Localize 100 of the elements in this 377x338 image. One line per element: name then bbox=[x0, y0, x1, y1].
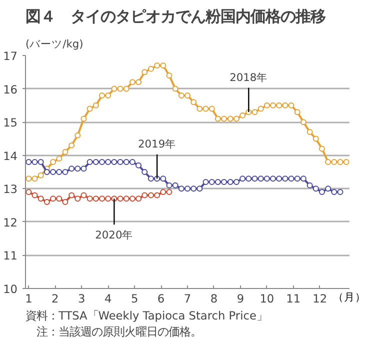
point bbox=[318, 146, 325, 152]
point bbox=[44, 198, 50, 205]
point bbox=[264, 102, 270, 108]
point bbox=[337, 159, 344, 166]
point bbox=[221, 116, 228, 122]
point bbox=[154, 62, 160, 68]
point bbox=[288, 176, 294, 182]
point bbox=[117, 196, 124, 202]
point bbox=[38, 196, 44, 202]
point bbox=[306, 129, 313, 136]
point bbox=[26, 159, 32, 166]
point bbox=[233, 178, 240, 185]
point bbox=[276, 102, 282, 108]
point bbox=[184, 92, 190, 98]
point bbox=[331, 188, 338, 195]
x-tick-label: 4 bbox=[104, 292, 112, 306]
point bbox=[202, 178, 209, 185]
point bbox=[56, 169, 62, 175]
point bbox=[86, 106, 93, 112]
point bbox=[160, 176, 166, 182]
point bbox=[221, 178, 228, 185]
point bbox=[105, 92, 112, 98]
point bbox=[92, 102, 99, 108]
point bbox=[80, 166, 87, 172]
point bbox=[74, 166, 81, 172]
point bbox=[142, 169, 148, 175]
x-tick-label: 3 bbox=[78, 292, 86, 306]
x-tick-label: 11 bbox=[286, 292, 301, 306]
x-tick-label: 8 bbox=[210, 292, 218, 306]
point bbox=[196, 106, 203, 112]
point bbox=[160, 62, 166, 68]
point bbox=[123, 196, 130, 202]
point bbox=[288, 102, 294, 108]
point bbox=[74, 196, 81, 202]
point bbox=[233, 116, 240, 122]
point bbox=[38, 159, 44, 166]
point bbox=[270, 176, 276, 182]
point bbox=[99, 196, 105, 202]
point bbox=[294, 176, 300, 182]
point bbox=[154, 192, 160, 198]
point bbox=[142, 192, 148, 198]
point bbox=[178, 92, 184, 98]
y-tick-label: 11 bbox=[3, 248, 18, 263]
point bbox=[117, 86, 124, 92]
annotation: 2018年 bbox=[230, 70, 268, 84]
point bbox=[325, 186, 332, 192]
point bbox=[26, 176, 32, 182]
point bbox=[214, 116, 221, 122]
point bbox=[312, 186, 319, 192]
point bbox=[68, 192, 75, 198]
x-tick-label: 5 bbox=[130, 292, 138, 306]
point bbox=[148, 66, 154, 72]
point bbox=[214, 178, 221, 185]
point bbox=[148, 176, 154, 182]
point bbox=[123, 86, 130, 92]
point bbox=[111, 159, 118, 166]
x-tick-label: 2 bbox=[52, 292, 59, 306]
x-tick-label: 1 bbox=[25, 292, 32, 306]
point bbox=[123, 159, 130, 166]
point bbox=[202, 106, 209, 112]
point bbox=[208, 178, 215, 185]
point bbox=[105, 196, 112, 202]
x-tick-label: 6 bbox=[157, 292, 165, 306]
point bbox=[172, 182, 178, 188]
point bbox=[74, 132, 81, 138]
point bbox=[68, 142, 75, 148]
point bbox=[32, 176, 38, 182]
point bbox=[160, 188, 166, 195]
point bbox=[148, 192, 154, 198]
point bbox=[136, 196, 142, 202]
point bbox=[105, 159, 112, 166]
point bbox=[50, 169, 56, 175]
point bbox=[86, 159, 93, 166]
point bbox=[86, 196, 93, 202]
point bbox=[99, 92, 105, 98]
point bbox=[44, 169, 50, 175]
point bbox=[264, 176, 270, 182]
chart-title: 図４ タイのタピオカでん粉国内価格の推移 bbox=[26, 8, 326, 26]
point bbox=[240, 176, 246, 182]
point bbox=[196, 186, 203, 192]
point bbox=[38, 172, 44, 178]
point bbox=[331, 159, 338, 166]
y-tick-label: 17 bbox=[3, 49, 18, 63]
point bbox=[172, 86, 178, 92]
point bbox=[62, 169, 68, 175]
point bbox=[92, 196, 99, 202]
x-tick-label: 10 bbox=[260, 292, 274, 306]
point bbox=[227, 116, 234, 122]
point bbox=[129, 159, 136, 166]
point bbox=[32, 192, 38, 198]
point bbox=[111, 86, 118, 92]
point bbox=[270, 102, 276, 108]
annotation: 2019年 bbox=[138, 137, 176, 150]
point bbox=[129, 79, 136, 86]
y-tick-label: 14 bbox=[3, 148, 18, 163]
point bbox=[26, 188, 32, 195]
point bbox=[240, 112, 246, 118]
annotation: 2020年 bbox=[95, 228, 134, 242]
point bbox=[246, 176, 252, 182]
y-tick-label: 12 bbox=[3, 215, 18, 230]
